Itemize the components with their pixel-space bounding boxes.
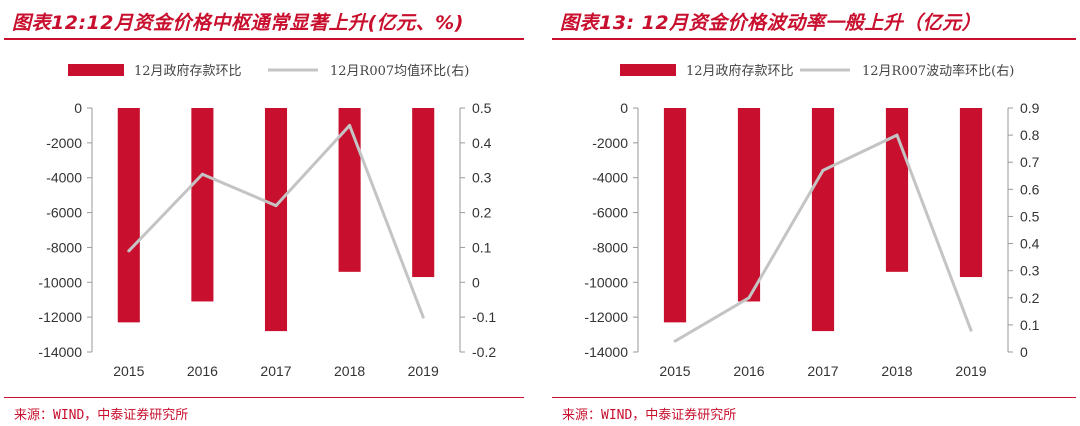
chart-13: 12月政府存款环比 12月R007波动率环比(右) 0 -2000 -4000 -6000… — [584, 63, 1040, 379]
bar-2019 — [959, 108, 983, 278]
left-tick-label: -6000 — [592, 205, 628, 221]
bar-2017 — [811, 108, 835, 332]
left-tick-label: -2000 — [592, 135, 628, 151]
line-point-2016 — [747, 296, 751, 300]
x-tick-label: 2015 — [113, 363, 144, 379]
x-tick-label: 2019 — [408, 363, 439, 379]
left-tick-label: -14000 — [584, 344, 628, 360]
chart-12: 12月政府存款环比 12月R007均值环比(右) 0 -2000 -4000 -6000 -… — [38, 63, 496, 379]
bar-2018 — [338, 108, 361, 272]
x-tick-label: 2017 — [807, 363, 838, 379]
x-tick-label: 2018 — [881, 363, 912, 379]
x-tick-label: 2017 — [260, 363, 291, 379]
left-tick-label: -4000 — [592, 170, 628, 186]
line-point-2018 — [348, 123, 352, 127]
legend-swatch-bar — [620, 64, 676, 76]
right-tick-label: 0.5 — [472, 100, 492, 116]
right-tick-label: 0.6 — [1020, 181, 1040, 197]
bar-2016 — [191, 108, 214, 302]
left-tick-label: -8000 — [46, 239, 82, 255]
line-point-2019 — [969, 328, 973, 332]
source-note: 来源：WIND，中泰证券研究所 — [14, 408, 189, 423]
bar-2018 — [885, 108, 909, 272]
right-tick-label: 0.5 — [1020, 208, 1040, 224]
right-tick-label: 0.2 — [472, 205, 492, 221]
x-tick-label: 2016 — [733, 363, 764, 379]
chart-title: 图表13: 12月资金价格波动率一般上升（亿元） — [560, 12, 982, 34]
left-tick-label: -12000 — [584, 309, 628, 325]
left-tick-label: -14000 — [38, 344, 82, 360]
left-tick-label: -12000 — [38, 309, 82, 325]
legend-swatch-bar — [68, 64, 124, 76]
legend-label-line: 12月R007均值环比(右) — [330, 63, 469, 79]
x-tick-label: 2018 — [334, 363, 365, 379]
legend-label-bar: 12月政府存款环比 — [134, 64, 242, 79]
right-tick-label: -0.1 — [472, 309, 496, 325]
left-tick-label: -4000 — [46, 170, 82, 186]
right-tick-label: 0.1 — [1020, 317, 1040, 333]
right-tick-label: 0.1 — [472, 239, 492, 255]
left-tick-label: -2000 — [46, 135, 82, 151]
title-divider — [4, 38, 524, 40]
right-tick-label: 0.9 — [1020, 100, 1040, 116]
bar-2019 — [412, 108, 435, 278]
line-point-2015 — [127, 249, 131, 253]
right-tick-label: 0.3 — [472, 170, 492, 186]
x-tick-label: 2016 — [187, 363, 218, 379]
right-tick-label: 0 — [472, 274, 480, 290]
right-tick-label: 0.4 — [1020, 236, 1040, 252]
left-tick-label: -8000 — [592, 239, 628, 255]
legend-label-line: 12月R007波动率环比(右) — [862, 63, 1014, 79]
title-divider — [552, 38, 1076, 40]
bar-2015 — [663, 108, 687, 323]
line-point-2015 — [673, 339, 677, 343]
source-note: 来源：WIND，中泰证券研究所 — [562, 408, 737, 423]
footer-divider — [4, 397, 524, 398]
right-tick-label: -0.2 — [472, 344, 496, 360]
left-tick-label: 0 — [620, 100, 628, 116]
x-tick-label: 2015 — [659, 363, 690, 379]
right-tick-label: 0.3 — [1020, 263, 1040, 279]
bar-2017 — [264, 108, 288, 332]
right-tick-label: 0.8 — [1020, 127, 1040, 143]
line-point-2019 — [421, 315, 425, 319]
left-tick-label: 0 — [74, 100, 82, 116]
chart-title: 图表12:12月资金价格中枢通常显著上升(亿元、%) — [12, 12, 464, 34]
footer-divider — [552, 397, 1076, 398]
right-tick-label: 0.2 — [1020, 290, 1040, 306]
chart-panel-12: 图表12:12月资金价格中枢通常显著上升(亿元、%) 12月政府存款环比 12月R… — [0, 0, 528, 426]
left-tick-label: -6000 — [46, 205, 82, 221]
bar-2016 — [737, 108, 761, 302]
right-tick-label: 0.7 — [1020, 154, 1040, 170]
line-point-2018 — [895, 133, 899, 137]
chart-panel-13: 图表13: 12月资金价格波动率一般上升（亿元） 12月政府存款环比 12月R00… — [548, 0, 1080, 426]
left-tick-label: -10000 — [584, 274, 628, 290]
x-tick-label: 2019 — [955, 363, 986, 379]
line-point-2017 — [274, 204, 278, 208]
bar-2015 — [117, 108, 140, 323]
right-tick-label: 0 — [1020, 344, 1028, 360]
right-tick-label: 0.4 — [472, 135, 492, 151]
legend-label-bar: 12月政府存款环比 — [686, 64, 794, 79]
left-tick-label: -10000 — [38, 274, 82, 290]
line-point-2017 — [821, 168, 825, 172]
line-point-2016 — [200, 172, 204, 176]
